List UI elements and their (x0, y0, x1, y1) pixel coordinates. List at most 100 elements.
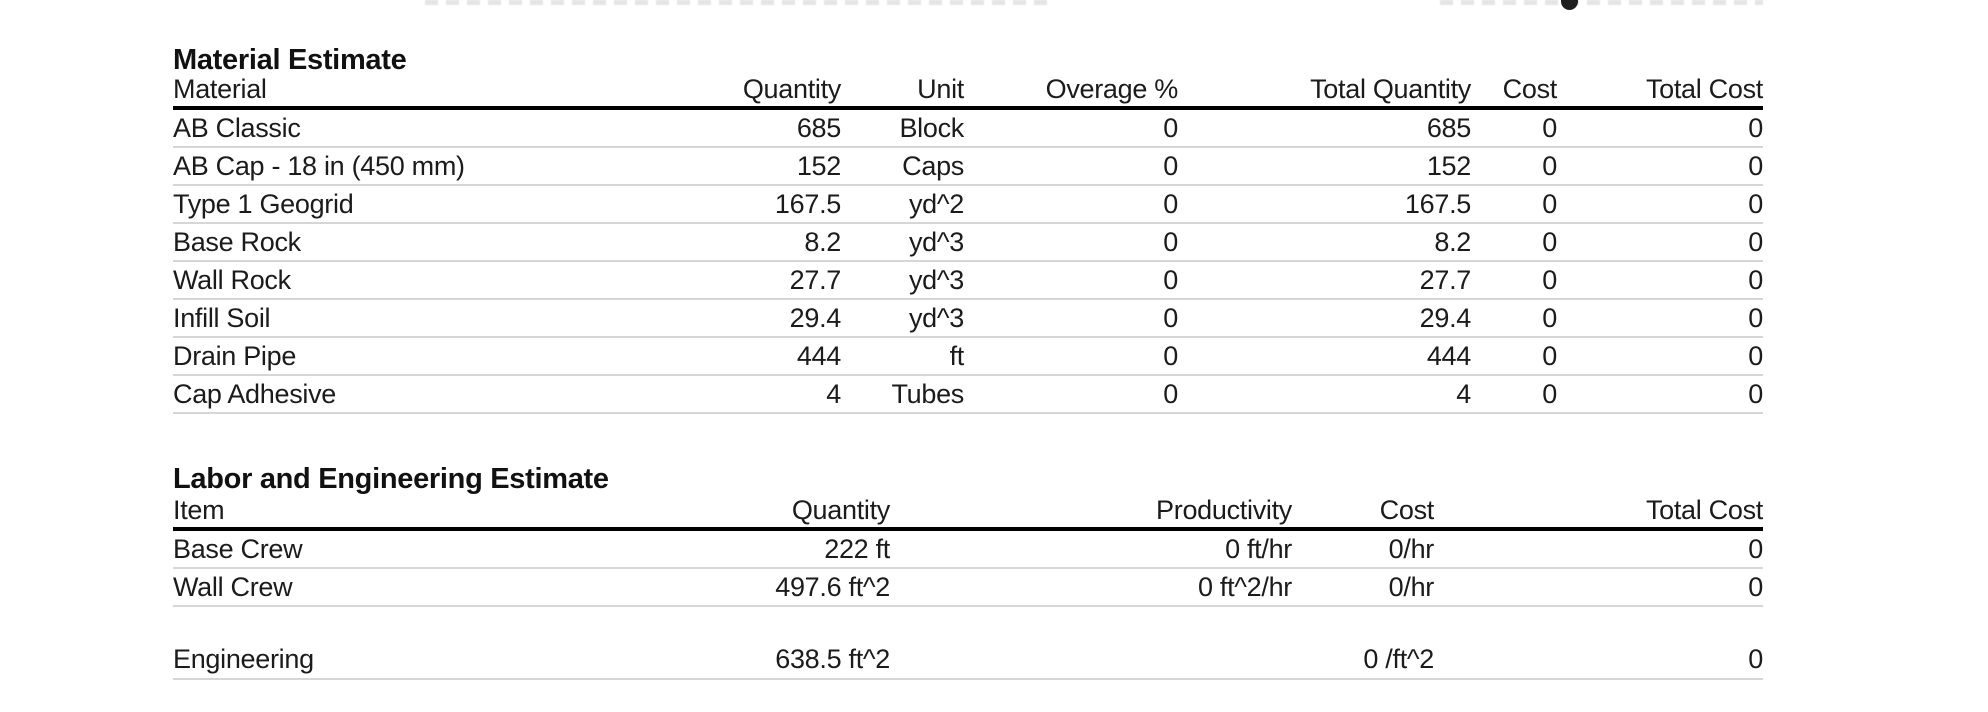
cell-cost: 0/hr (1388, 533, 1435, 564)
cell-total-cost: 0 (1748, 112, 1763, 143)
column-header-quantity: Quantity (791, 495, 890, 525)
cell-total-quantity: 27.7 (1419, 264, 1472, 295)
cell-quantity: 444 (796, 340, 841, 371)
cell-total-cost: 0 (1748, 644, 1763, 674)
table-row: Type 1 Geogrid 167.5 yd^2 0 167.5 0 0 (173, 186, 1763, 224)
cell-unit: yd^3 (908, 264, 964, 295)
column-header-unit: Unit (917, 74, 964, 104)
cell-total-quantity: 167.5 (1404, 188, 1471, 219)
clipped-letter-descender (1561, 0, 1578, 10)
column-header-item: Item (173, 495, 225, 525)
table-row: Cap Adhesive 4 Tubes 0 4 0 0 (173, 376, 1763, 414)
cell-overage: 0 (1163, 264, 1178, 295)
cell-total-quantity: 444 (1426, 340, 1471, 371)
column-header-productivity: Productivity (1156, 495, 1292, 525)
cell-overage: 0 (1163, 150, 1178, 181)
table-row: Drain Pipe 444 ft 0 444 0 0 (173, 338, 1763, 376)
cell-overage: 0 (1163, 226, 1178, 257)
cell-unit: ft (949, 340, 965, 371)
cell-material: Wall Rock (173, 264, 291, 295)
cell-unit: yd^3 (908, 302, 964, 333)
cell-overage: 0 (1163, 340, 1178, 371)
cell-unit: yd^2 (908, 188, 964, 219)
cell-total-cost: 0 (1748, 340, 1763, 371)
cell-quantity: 27.7 (789, 264, 842, 295)
cell-unit: yd^3 (908, 226, 964, 257)
cell-cost: 0 (1542, 112, 1557, 143)
table-row: AB Cap - 18 in (450 mm) 152 Caps 0 152 0… (173, 148, 1763, 186)
cell-quantity: 638.5 ft^2 (775, 644, 890, 674)
cell-cost: 0 (1542, 264, 1557, 295)
cell-overage: 0 (1163, 378, 1178, 409)
table-row: Wall Rock 27.7 yd^3 0 27.7 0 0 (173, 262, 1763, 300)
cell-unit: Block (899, 112, 964, 143)
table-row: Base Rock 8.2 yd^3 0 8.2 0 0 (173, 224, 1763, 262)
cell-total-quantity: 685 (1426, 112, 1471, 143)
table-row: Infill Soil 29.4 yd^3 0 29.4 0 0 (173, 300, 1763, 338)
cell-cost: 0 (1542, 340, 1557, 371)
cell-total-cost: 0 (1748, 264, 1763, 295)
column-header-quantity: Quantity (742, 74, 841, 104)
cell-material: Cap Adhesive (173, 378, 337, 409)
labor-estimate-table: Item Quantity Productivity Cost Total Co… (173, 497, 1763, 607)
cell-total-quantity: 152 (1426, 150, 1471, 181)
cell-item: Base Crew (173, 533, 303, 564)
cell-quantity: 685 (796, 112, 841, 143)
column-header-material: Material (173, 74, 267, 104)
cell-total-quantity: 4 (1456, 378, 1471, 409)
cell-cost: 0 (1542, 188, 1557, 219)
cell-overage: 0 (1163, 302, 1178, 333)
cell-productivity: 0 ft^2/hr (1197, 571, 1292, 602)
cell-material: Type 1 Geogrid (173, 188, 354, 219)
cell-quantity: 29.4 (789, 302, 842, 333)
table-row: Engineering 638.5 ft^2 0 /ft^2 0 (173, 641, 1763, 680)
cell-cost: 0/hr (1388, 571, 1435, 602)
material-estimate-table: Material Quantity Unit Overage % Total Q… (173, 76, 1763, 414)
cell-overage: 0 (1163, 112, 1178, 143)
engineering-row-table: Engineering 638.5 ft^2 0 /ft^2 0 (173, 641, 1763, 680)
cell-quantity: 222 ft (824, 533, 890, 564)
cell-quantity: 152 (796, 150, 841, 181)
material-estimate-title: Material Estimate (173, 44, 407, 76)
cell-quantity: 4 (826, 378, 841, 409)
table-row: AB Classic 685 Block 0 685 0 0 (173, 110, 1763, 148)
clipped-text-remnant-left (425, 0, 1055, 5)
cell-total-cost: 0 (1748, 226, 1763, 257)
cell-material: Base Rock (173, 226, 301, 257)
cell-total-quantity: 29.4 (1419, 302, 1472, 333)
column-header-overage: Overage % (1045, 74, 1179, 104)
cell-total-cost: 0 (1748, 571, 1763, 602)
cell-quantity: 167.5 (774, 188, 841, 219)
column-header-total-cost: Total Cost (1645, 74, 1763, 104)
cell-material: AB Cap - 18 in (450 mm) (173, 150, 465, 181)
cell-total-quantity: 8.2 (1434, 226, 1471, 257)
material-table-header-row: Material Quantity Unit Overage % Total Q… (173, 76, 1763, 110)
cell-cost: 0 (1542, 378, 1557, 409)
cell-quantity: 8.2 (804, 226, 841, 257)
labor-table-header-row: Item Quantity Productivity Cost Total Co… (173, 497, 1763, 531)
cell-unit: Caps (902, 150, 964, 181)
table-row: Base Crew 222 ft 0 ft/hr 0/hr 0 (173, 531, 1763, 569)
cell-overage: 0 (1163, 188, 1178, 219)
cell-total-cost: 0 (1748, 150, 1763, 181)
cell-unit: Tubes (891, 378, 964, 409)
table-row: Wall Crew 497.6 ft^2 0 ft^2/hr 0/hr 0 (173, 569, 1763, 607)
cell-total-cost: 0 (1748, 378, 1763, 409)
cell-material: Infill Soil (173, 302, 271, 333)
clipped-text-remnant-right (1440, 0, 1763, 5)
column-header-cost: Cost (1379, 495, 1435, 525)
cell-cost: 0 (1542, 302, 1557, 333)
cell-quantity: 497.6 ft^2 (775, 571, 890, 602)
cell-material: AB Classic (173, 112, 301, 143)
cell-cost: 0 /ft^2 (1363, 644, 1434, 674)
cell-total-cost: 0 (1748, 302, 1763, 333)
column-header-total-cost: Total Cost (1645, 495, 1763, 525)
column-header-cost: Cost (1502, 74, 1558, 104)
cell-cost: 0 (1542, 150, 1557, 181)
column-header-total-quantity: Total Quantity (1310, 74, 1471, 104)
cell-total-cost: 0 (1748, 188, 1763, 219)
cell-item: Engineering (173, 644, 314, 674)
cell-material: Drain Pipe (173, 340, 297, 371)
labor-estimate-title: Labor and Engineering Estimate (173, 463, 609, 495)
cell-item: Wall Crew (173, 571, 293, 602)
